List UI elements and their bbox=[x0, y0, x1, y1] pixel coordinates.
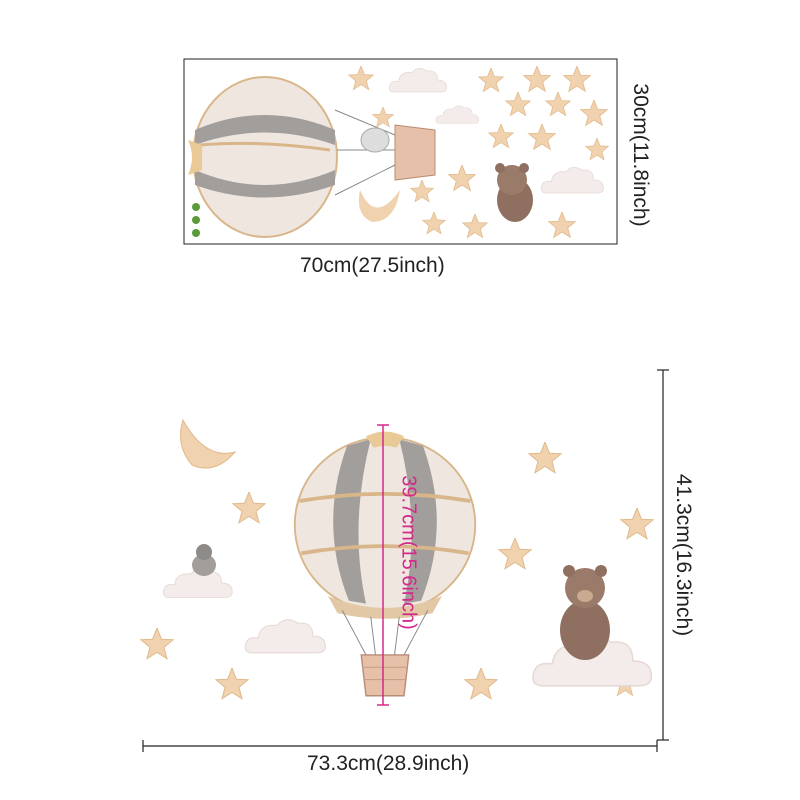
star bbox=[498, 538, 532, 570]
height-dimension-line bbox=[657, 369, 669, 741]
bird bbox=[192, 544, 216, 576]
logo-dot bbox=[192, 229, 200, 237]
installed-height-label: 41.3cm(16.3inch) bbox=[672, 473, 695, 637]
star bbox=[215, 668, 249, 700]
balloon bbox=[295, 432, 476, 696]
cloud bbox=[244, 619, 326, 654]
star bbox=[528, 442, 562, 474]
logo-dot bbox=[192, 203, 200, 211]
logo-dot bbox=[192, 216, 200, 224]
balloon-height-label: 39.7cm(15.6inch) bbox=[397, 475, 420, 630]
star bbox=[232, 492, 266, 524]
sheet-width-label: 70cm(27.5inch) bbox=[300, 254, 445, 277]
sheet-balloon-horizontal bbox=[188, 76, 436, 238]
bear bbox=[560, 565, 610, 660]
star bbox=[620, 508, 654, 540]
star bbox=[464, 668, 498, 700]
moon-icon bbox=[358, 190, 400, 222]
bear bbox=[495, 163, 533, 222]
star bbox=[140, 628, 174, 660]
installed-width-label: 73.3cm(28.9inch) bbox=[307, 752, 470, 775]
width-dimension-line bbox=[142, 740, 658, 752]
moon-icon bbox=[180, 418, 237, 469]
sheet-height-label: 30cm(11.8inch) bbox=[629, 83, 652, 227]
